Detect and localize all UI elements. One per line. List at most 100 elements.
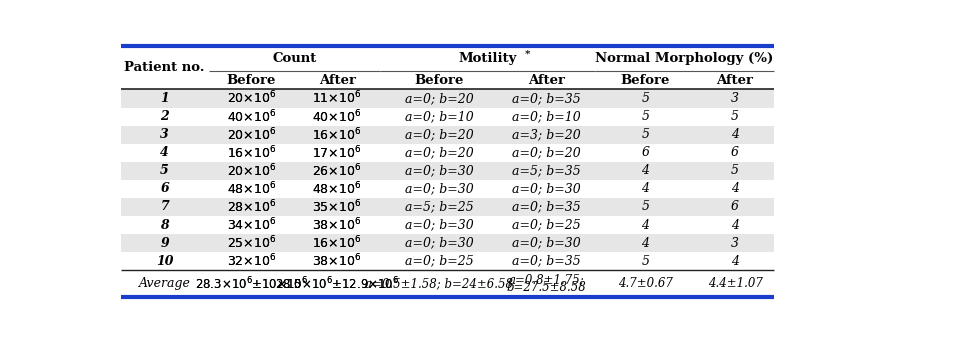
Text: $48{\times}10^6$: $48{\times}10^6$	[312, 181, 362, 197]
Text: a=0; b=10: a=0; b=10	[512, 110, 580, 123]
Text: Motility: Motility	[459, 52, 517, 65]
Bar	[120, 216, 774, 234]
Text: 5: 5	[641, 128, 650, 141]
Text: 3: 3	[160, 128, 169, 141]
Text: 4: 4	[731, 128, 739, 141]
Text: $40{\times}10^6$: $40{\times}10^6$	[312, 108, 362, 125]
Text: 7: 7	[160, 201, 169, 214]
Text: 9: 9	[160, 237, 169, 250]
Bar	[120, 180, 774, 198]
Bar	[120, 46, 774, 89]
Text: $28.3{\times}10^6 {\pm}10{\times}10^6$: $28.3{\times}10^6 {\pm}10{\times}10^6$	[195, 275, 308, 292]
Text: Before: Before	[227, 74, 276, 87]
Text: $40{\times}10^6$: $40{\times}10^6$	[227, 108, 276, 125]
Text: *: *	[524, 50, 530, 58]
Bar	[120, 198, 774, 216]
Text: $35{\times}10^6$: $35{\times}10^6$	[312, 199, 362, 215]
Text: $40{\times}10^6$: $40{\times}10^6$	[312, 108, 362, 125]
Text: $20{\times}10^6$: $20{\times}10^6$	[227, 163, 276, 179]
Text: 5: 5	[641, 201, 650, 214]
Bar	[120, 144, 774, 162]
Text: $28{\times}10^6$: $28{\times}10^6$	[227, 199, 276, 215]
Text: a=0; b=30: a=0; b=30	[405, 219, 473, 232]
Text: 4: 4	[731, 219, 739, 232]
Text: 4: 4	[641, 164, 650, 177]
Text: a=5; b=25: a=5; b=25	[405, 201, 473, 214]
Text: 4: 4	[731, 182, 739, 195]
Text: $17{\times}10^6$: $17{\times}10^6$	[312, 144, 362, 161]
Text: Before: Before	[415, 74, 464, 87]
Text: a=0; b=20: a=0; b=20	[405, 128, 473, 141]
Text: Count: Count	[273, 52, 317, 65]
Text: $32{\times}10^6$: $32{\times}10^6$	[227, 253, 276, 270]
Text: 8: 8	[160, 219, 169, 232]
Text: 4.7±0.67: 4.7±0.67	[618, 277, 673, 290]
Text: a=0; b=35: a=0; b=35	[512, 255, 580, 268]
Bar	[120, 107, 774, 125]
Text: $48{\times}10^6$: $48{\times}10^6$	[227, 181, 276, 197]
Text: $16{\times}10^6$: $16{\times}10^6$	[227, 144, 276, 161]
Text: $11{\times}10^6$: $11{\times}10^6$	[312, 90, 362, 107]
Text: $25{\times}10^6$: $25{\times}10^6$	[227, 235, 276, 251]
Text: a=0; b=30: a=0; b=30	[405, 237, 473, 250]
Text: a=0; b=25: a=0; b=25	[405, 255, 473, 268]
Text: b=27.5±8.58: b=27.5±8.58	[506, 282, 586, 294]
Text: $20{\times}10^6$: $20{\times}10^6$	[227, 90, 276, 107]
Text: 4.4±1.07: 4.4±1.07	[708, 277, 763, 290]
Text: $16{\times}10^6$: $16{\times}10^6$	[312, 235, 362, 251]
Text: a=0; b=30: a=0; b=30	[405, 164, 473, 177]
Text: After: After	[319, 74, 356, 87]
Text: $20{\times}10^6$: $20{\times}10^6$	[227, 126, 276, 143]
Text: $26{\times}10^6$: $26{\times}10^6$	[312, 163, 362, 179]
Bar	[120, 162, 774, 180]
Text: $28.5{\times}10^6 {\pm}12.9{\times}10^6$: $28.5{\times}10^6 {\pm}12.9{\times}10^6$	[275, 275, 399, 292]
Text: 4: 4	[731, 255, 739, 268]
Text: $38{\times}10^6$: $38{\times}10^6$	[312, 217, 362, 233]
Text: $25{\times}10^6$: $25{\times}10^6$	[227, 235, 276, 251]
Text: a=5; b=35: a=5; b=35	[512, 164, 580, 177]
Text: a=3; b=20: a=3; b=20	[512, 128, 580, 141]
Text: a=0.5±1.58; b=24±6.58: a=0.5±1.58; b=24±6.58	[365, 277, 513, 290]
Text: $38{\times}10^6$: $38{\times}10^6$	[312, 217, 362, 233]
Text: a=0.8±1.75;: a=0.8±1.75;	[508, 273, 584, 286]
Text: 3: 3	[731, 92, 739, 105]
Text: $40{\times}10^6$: $40{\times}10^6$	[227, 108, 276, 125]
Text: $28.5{\times}10^6 {\pm}12.9{\times}10^6$: $28.5{\times}10^6 {\pm}12.9{\times}10^6$	[275, 275, 399, 292]
Text: $20{\times}10^6$: $20{\times}10^6$	[227, 126, 276, 143]
Text: 5: 5	[160, 164, 169, 177]
Text: $16{\times}10^6$: $16{\times}10^6$	[312, 126, 362, 143]
Text: $20{\times}10^6$: $20{\times}10^6$	[227, 163, 276, 179]
Text: $26{\times}10^6$: $26{\times}10^6$	[312, 163, 362, 179]
Text: 5: 5	[641, 92, 650, 105]
Text: $16{\times}10^6$: $16{\times}10^6$	[312, 126, 362, 143]
Bar	[120, 89, 774, 107]
Text: 3: 3	[731, 237, 739, 250]
Bar	[120, 125, 774, 144]
Text: 5: 5	[641, 110, 650, 123]
Text: a=0; b=20: a=0; b=20	[405, 146, 473, 159]
Text: $16{\times}10^6$: $16{\times}10^6$	[312, 235, 362, 251]
Text: $28{\times}10^6$: $28{\times}10^6$	[227, 199, 276, 215]
Text: $48{\times}10^6$: $48{\times}10^6$	[227, 181, 276, 197]
Text: 4: 4	[160, 146, 169, 159]
Bar	[120, 234, 774, 252]
Text: $28.3{\times}10^6 {\pm}10{\times}10^6$: $28.3{\times}10^6 {\pm}10{\times}10^6$	[195, 275, 308, 292]
Text: 6: 6	[731, 146, 739, 159]
Text: a=0; b=30: a=0; b=30	[405, 182, 473, 195]
Text: a=0; b=20: a=0; b=20	[405, 92, 473, 105]
Bar	[120, 252, 774, 270]
Text: a=0; b=20: a=0; b=20	[512, 146, 580, 159]
Text: $34{\times}10^6$: $34{\times}10^6$	[227, 217, 276, 233]
Text: $17{\times}10^6$: $17{\times}10^6$	[312, 144, 362, 161]
Text: $38{\times}10^6$: $38{\times}10^6$	[312, 253, 362, 270]
Text: $20{\times}10^6$: $20{\times}10^6$	[227, 90, 276, 107]
Text: 4: 4	[641, 219, 650, 232]
Text: 5: 5	[731, 164, 739, 177]
Text: 10: 10	[156, 255, 174, 268]
Text: 1: 1	[160, 92, 169, 105]
Text: a=0; b=30: a=0; b=30	[512, 237, 580, 250]
Text: a=0; b=30: a=0; b=30	[512, 182, 580, 195]
Text: 5: 5	[731, 110, 739, 123]
Text: $32{\times}10^6$: $32{\times}10^6$	[227, 253, 276, 270]
Text: a=0; b=35: a=0; b=35	[512, 92, 580, 105]
